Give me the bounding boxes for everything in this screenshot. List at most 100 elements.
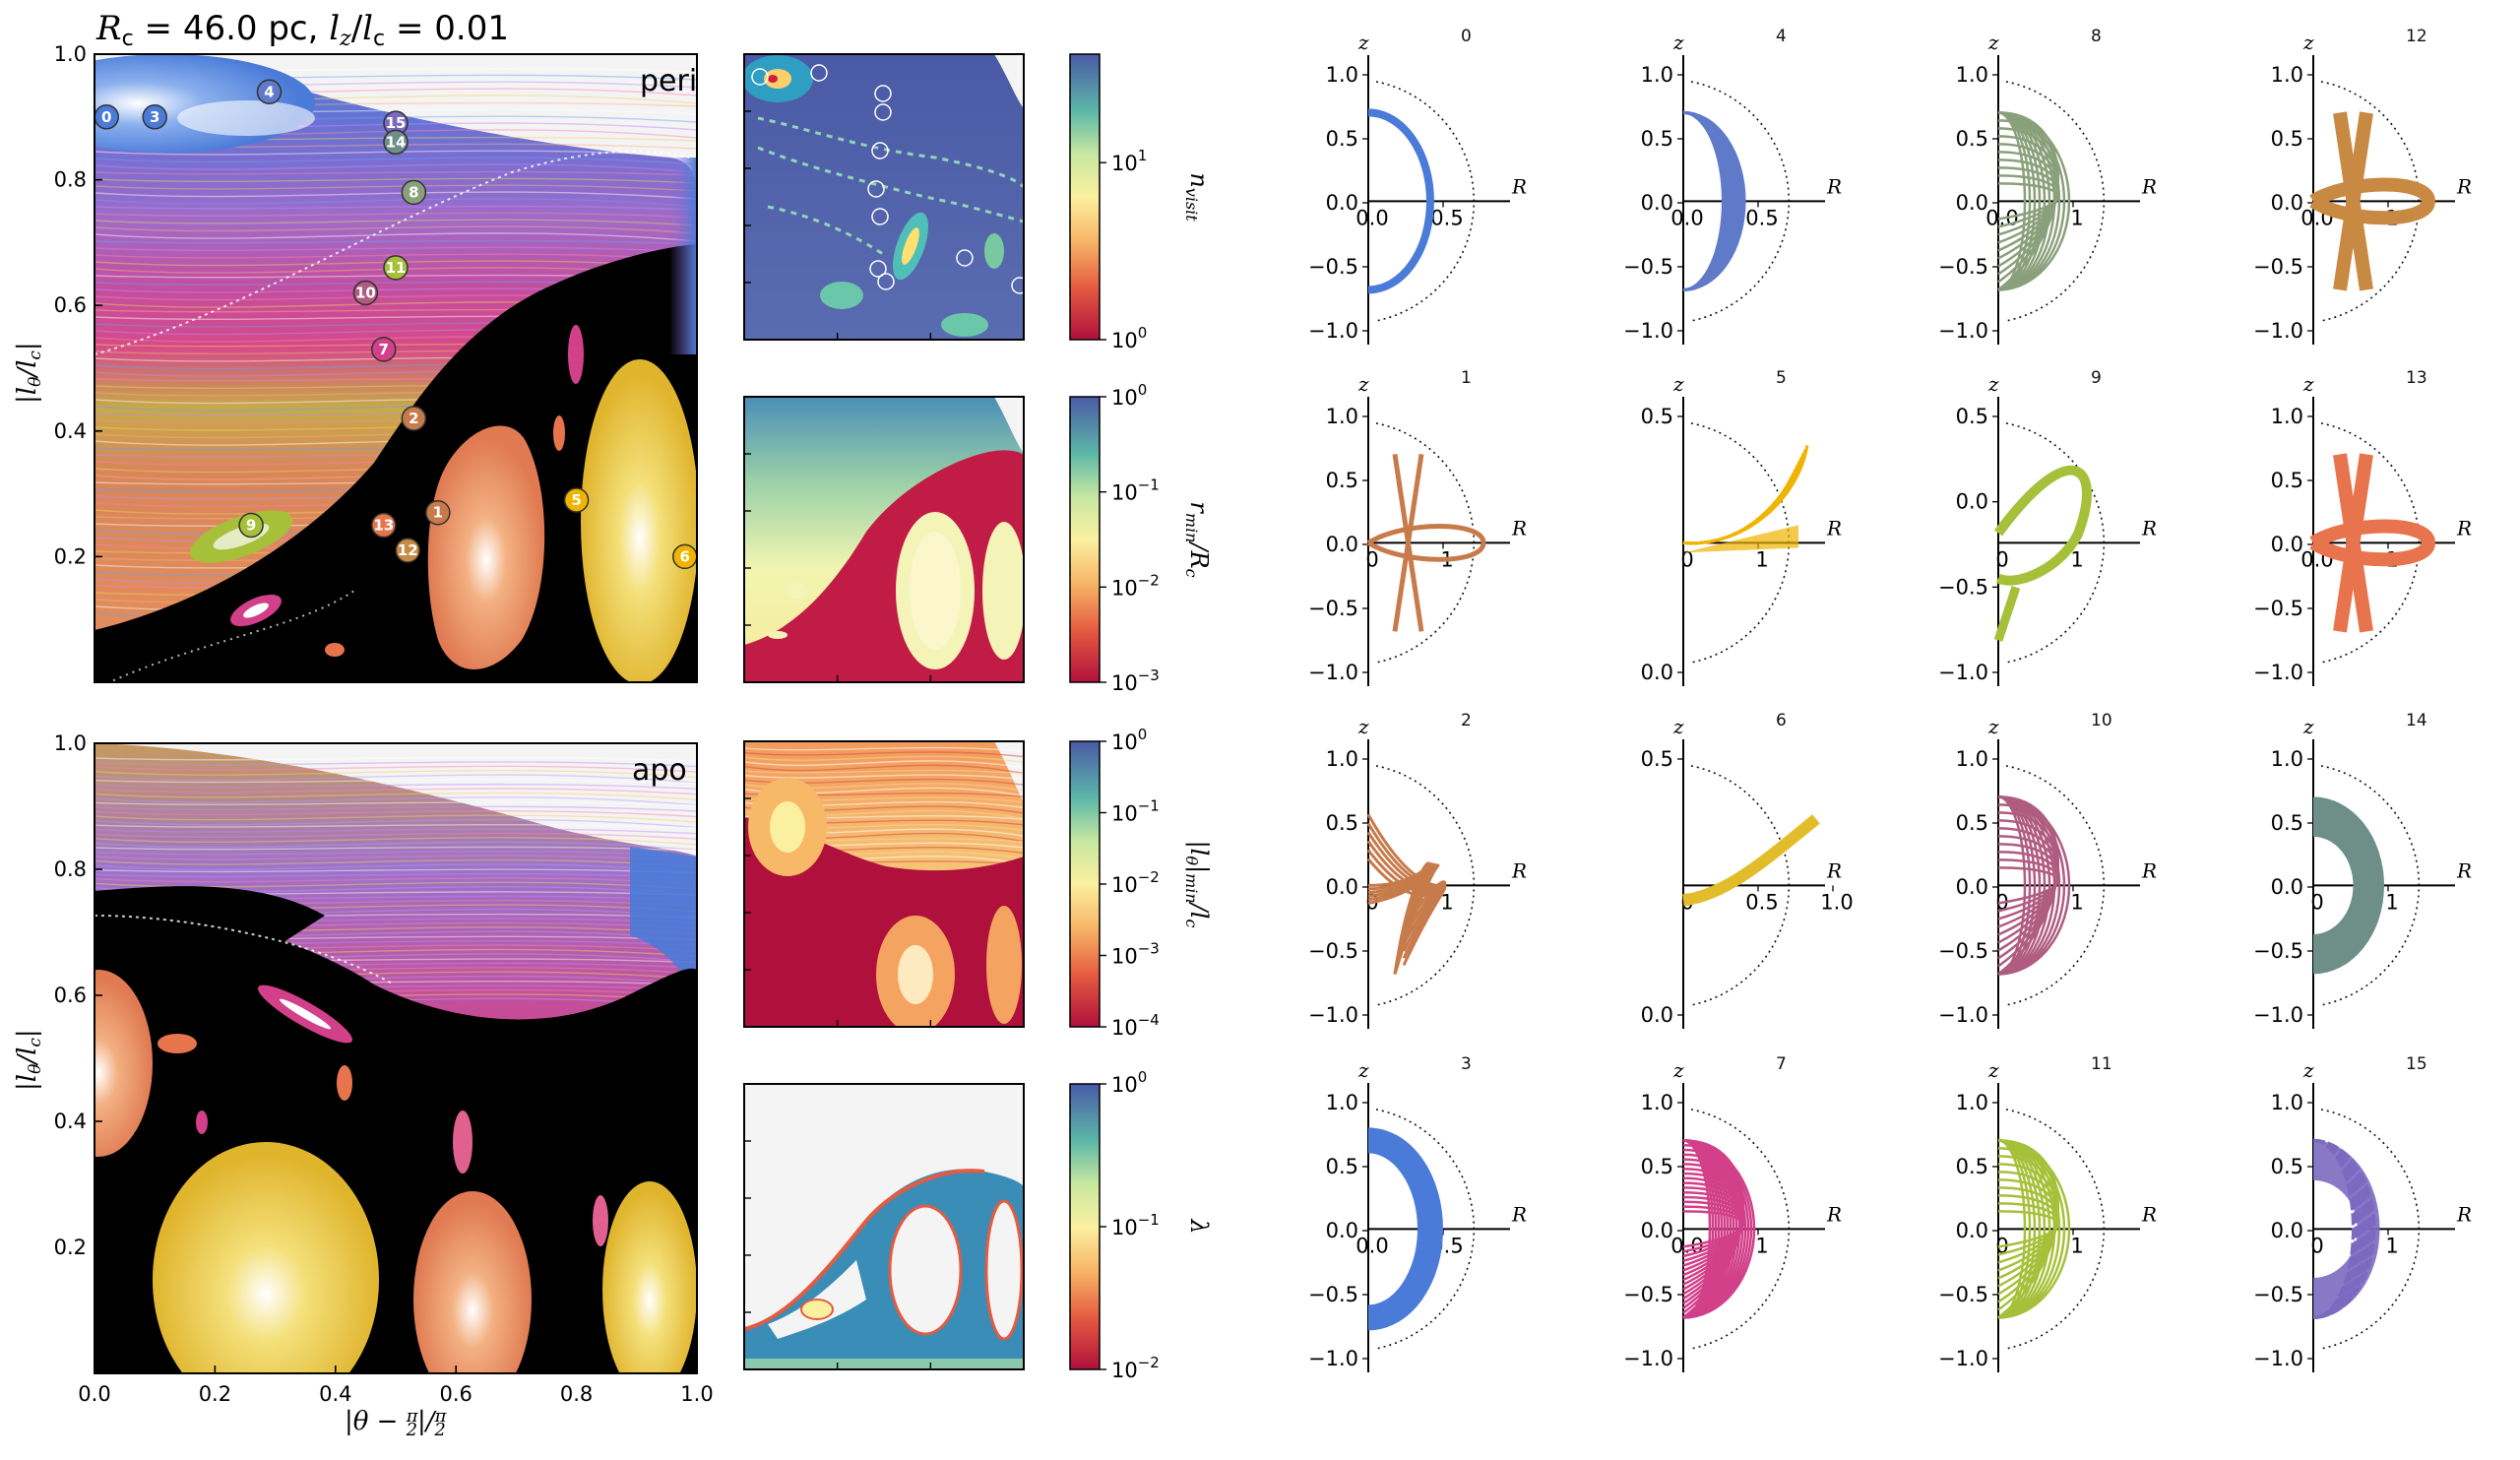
texture-stripe <box>94 796 697 806</box>
r-axis-letter: R <box>1511 858 1527 882</box>
orbit-boundary <box>2320 1109 2421 1350</box>
orbit-y-tick-label: 0.0 <box>1326 1219 1358 1242</box>
orbit-y-tick-label: 0.5 <box>1326 811 1358 835</box>
lambda-map <box>744 1084 1024 1369</box>
orbit-boundary <box>1375 81 1476 322</box>
orbit-panel-3: z 3R1.00.50.0−0.5−1.00.0 0.5 <box>1308 1054 1527 1372</box>
orbit-number: 3 <box>1461 1054 1472 1074</box>
texture-stripe <box>94 157 697 165</box>
y-tick-label: 0.4 <box>54 1110 87 1133</box>
colorbar-tick-label: 10−3 <box>1111 667 1160 695</box>
orbit-trajectory <box>1367 108 1434 294</box>
orbit-marker-label: 8 <box>409 183 418 201</box>
colorbar-label: nvisit <box>1182 172 1213 222</box>
orbit-panel-2: z 2R1.00.50.0−0.5−1.00 1 <box>1308 711 1527 1029</box>
orbit-trajectory <box>1997 1139 2059 1319</box>
colorbar-tick-label: 10−1 <box>1111 1211 1160 1239</box>
z-axis-letter: z <box>1357 31 1369 54</box>
orbit-trajectory <box>1997 1139 2051 1319</box>
orbit-trajectory <box>1682 814 1820 907</box>
orbit-y-tick-label: 0.5 <box>2271 811 2303 835</box>
orbit-y-tick-label: −0.5 <box>1938 1283 1988 1306</box>
r-axis-letter: R <box>1511 174 1527 198</box>
orbit-x-tick-label: 1.0 <box>1820 890 1853 914</box>
orbit-x-tick-label: 0.0 <box>1670 206 1703 229</box>
orbit-y-tick-label: 1.0 <box>1326 1091 1358 1114</box>
orbit-marker-label: 13 <box>373 517 394 535</box>
texture-stripe <box>94 260 697 269</box>
z-axis-letter: z <box>2302 31 2314 54</box>
orbit-y-tick-label: 0.0 <box>1956 490 1988 514</box>
texture-stripe <box>94 837 697 846</box>
orbit-x-tick-label: 0.5 <box>1745 206 1778 229</box>
orbit-marker <box>383 129 409 156</box>
orbit-y-tick-label: 0.0 <box>1956 1219 1988 1242</box>
texture-stripe <box>94 851 697 857</box>
r-axis-letter: R <box>2456 516 2472 540</box>
orbit-marker-label: 12 <box>398 541 418 559</box>
orbit-trajectory <box>1997 111 2059 291</box>
texture-stripe <box>94 805 697 812</box>
colorbar <box>1069 53 1101 341</box>
texture-stripe <box>94 191 697 200</box>
orbit-y-tick-label: −1.0 <box>1308 319 1358 343</box>
colorbar-tick-label: 101 <box>1111 147 1147 175</box>
orbit-marker <box>142 104 167 130</box>
texture-stripe <box>94 177 697 184</box>
orbit-fill <box>2313 796 2384 975</box>
orbit-number: 0 <box>1461 27 1472 46</box>
orbit-y-tick-label: 1.0 <box>2271 405 2303 428</box>
z-axis-letter: z <box>1672 1058 1684 1082</box>
texture-stripe <box>94 810 697 818</box>
orbit-trajectory <box>1392 454 1424 632</box>
orbit-y-tick-label: −0.5 <box>1938 939 1988 963</box>
orbit-trajectory <box>1997 111 2061 291</box>
texture-stripe <box>744 769 1024 775</box>
colorbar-tick-label: 10−2 <box>1111 1354 1160 1382</box>
orbit-y-tick-label: −1.0 <box>1308 1347 1358 1370</box>
orbit-y-tick-label: −0.5 <box>1623 1283 1673 1306</box>
texture-stripe <box>94 783 697 790</box>
orbit-y-tick-label: −0.5 <box>2253 597 2303 620</box>
orbit-y-tick-label: 0.0 <box>2271 191 2303 215</box>
orbit-marker-label: 11 <box>386 259 407 277</box>
nvisit-map <box>744 54 1024 340</box>
x-tick-label: 0.4 <box>319 1382 351 1406</box>
orbit-number: 9 <box>2091 368 2102 388</box>
orbit-x-tick-label: 1 <box>2385 1234 2398 1257</box>
y-tick-label: 0.4 <box>54 419 87 443</box>
orbit-trajectory <box>1366 813 1447 967</box>
orbit-boundary <box>1690 1109 1791 1350</box>
orbit-y-tick-label: 0.0 <box>1326 191 1358 215</box>
r-axis-letter: R <box>2456 1202 2472 1226</box>
orbit-number: 10 <box>2091 711 2112 730</box>
colorbar <box>1069 1083 1101 1370</box>
texture-stripe <box>94 814 697 823</box>
texture-stripe <box>94 846 697 852</box>
orbit-y-tick-label: 0.0 <box>1326 533 1358 556</box>
orbit-number: 6 <box>1776 711 1787 730</box>
orbit-trajectory <box>1993 585 2021 642</box>
orbit-boundary <box>2005 422 2106 664</box>
colorbar-tick-label: 10−1 <box>1111 476 1160 505</box>
orbit-y-tick-label: 0.0 <box>1641 661 1673 684</box>
orbit-y-tick-label: −1.0 <box>2253 1347 2303 1370</box>
orbit-marker <box>563 487 590 513</box>
orbit-panel-8: z 8R1.00.50.0−0.5−1.00.0 1 <box>1938 27 2157 345</box>
orbit-boundary <box>2005 765 2106 1006</box>
orbit-x-tick-label: 1 <box>2070 890 2083 914</box>
orbit-y-tick-label: −0.5 <box>1623 255 1673 279</box>
orbit-y-tick-label: 0.5 <box>1956 405 1988 428</box>
x-tick-label: 0.6 <box>439 1382 472 1406</box>
orbit-panel-14: z 14 R 1.0 0.5 0.0 −0.5 −1.0 0 1 <box>2253 711 2472 1029</box>
orbit-x-tick-label: 0 <box>1680 547 1693 571</box>
texture-stripe <box>744 746 1024 752</box>
orbit-y-tick-label: 0.5 <box>1956 127 1988 151</box>
orbit-x-tick-label: 0 <box>2310 1234 2323 1257</box>
orbit-boundary <box>1375 1109 1476 1350</box>
orbit-marker <box>256 79 283 105</box>
orbit-panel-9: z 9 R 0.5 0.0 −0.5 −1.0 0 1 <box>1938 368 2157 686</box>
orbit-panel-6: z 6R0.50.00 0.5 1.0 <box>1641 711 1854 1029</box>
